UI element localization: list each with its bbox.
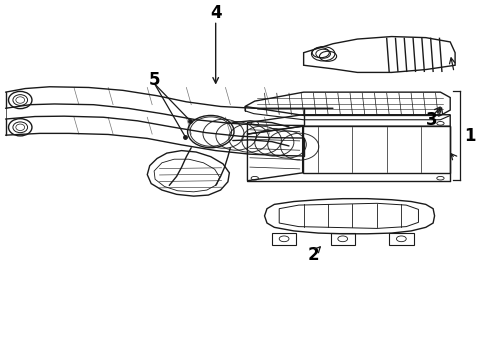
Bar: [389, 233, 414, 244]
Text: 3: 3: [426, 111, 438, 129]
Text: 5: 5: [149, 71, 160, 89]
Text: 1: 1: [464, 126, 475, 144]
Bar: [272, 233, 296, 244]
Text: 4: 4: [210, 4, 221, 22]
Text: 2: 2: [308, 246, 319, 264]
Bar: [331, 233, 355, 244]
